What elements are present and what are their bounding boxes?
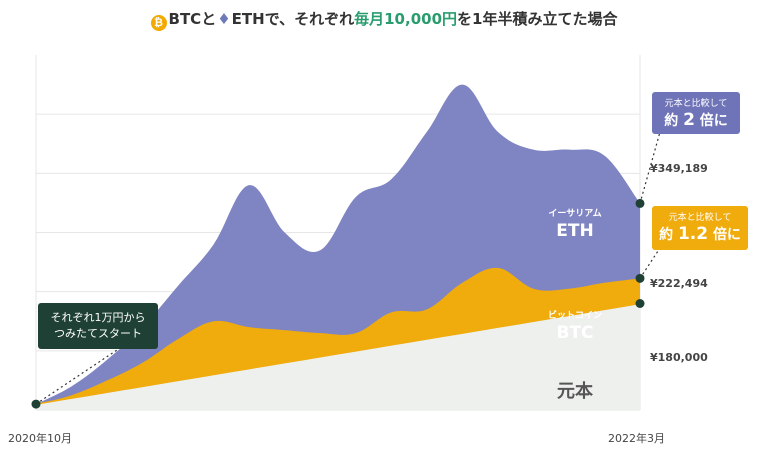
- eth-area-caption: イーサリアム: [548, 208, 601, 219]
- start-callout-line-1: それぞれ1万円から: [50, 311, 146, 324]
- btc-multiplier-callout: 元本と比較して 約 1.2 倍に: [652, 206, 748, 250]
- start-leader-line: [35, 347, 121, 405]
- btc-area-caption: ビットコイン: [548, 309, 602, 321]
- eth-end-value: ¥349,189: [650, 162, 708, 175]
- eth-callout-value: 約 2 倍に: [652, 110, 740, 130]
- eth-callout-number: 2: [683, 110, 695, 130]
- start-dot: [31, 399, 41, 409]
- eth-callout-post: 倍に: [699, 113, 728, 129]
- title-btc: BTC: [168, 10, 202, 28]
- eth-callout-pre: 約: [664, 113, 679, 129]
- title-highlight: 毎月10,000円: [354, 10, 458, 28]
- title-eth: ETH: [231, 10, 265, 28]
- btc-area-label: BTC: [556, 323, 593, 343]
- principal-area: [36, 303, 640, 410]
- chart-title: ₿ BTCと♦ETHで、それぞれ毎月10,000円を1年半積み立てた場合: [0, 8, 768, 31]
- btc-callout-number: 1.2: [677, 224, 709, 244]
- eth-multiplier-callout: 元本と比較して 約 2 倍に: [652, 92, 740, 134]
- principal-line: [35, 302, 641, 405]
- ethereum-icon: ♦: [217, 10, 231, 28]
- title-mid: で、それぞれ: [264, 10, 355, 28]
- principal-end-dot: [635, 299, 645, 308]
- btc-end-value: ¥222,494: [650, 277, 708, 290]
- btc-callout-post: 倍に: [712, 227, 741, 243]
- start-callout: それぞれ1万円から つみたてスタート: [38, 303, 158, 349]
- btc-callout-caption: 元本と比較して: [668, 213, 732, 223]
- start-callout-line-2: つみたてスタート: [54, 327, 142, 340]
- x-label-start: 2020年10月: [8, 432, 72, 445]
- eth-leader-line: [639, 131, 661, 204]
- bitcoin-icon: ₿: [150, 15, 167, 31]
- btc-callout-pre: 約: [659, 227, 674, 243]
- principal-end-value: ¥180,000: [650, 351, 708, 364]
- btc-callout-value: 約 1.2 倍に: [652, 224, 748, 244]
- btc-leader-line: [639, 247, 661, 279]
- eth-callout-caption: 元本と比較して: [664, 99, 728, 109]
- eth-area-label: ETH: [556, 221, 593, 241]
- btc-end-dot: [635, 273, 645, 283]
- x-label-end: 2022年3月: [608, 432, 665, 445]
- eth-end-dot: [635, 198, 645, 208]
- principal-area-label: 元本: [557, 380, 593, 402]
- title-to: と: [201, 10, 217, 28]
- title-tail: を1年半積み立てた場合: [457, 10, 618, 28]
